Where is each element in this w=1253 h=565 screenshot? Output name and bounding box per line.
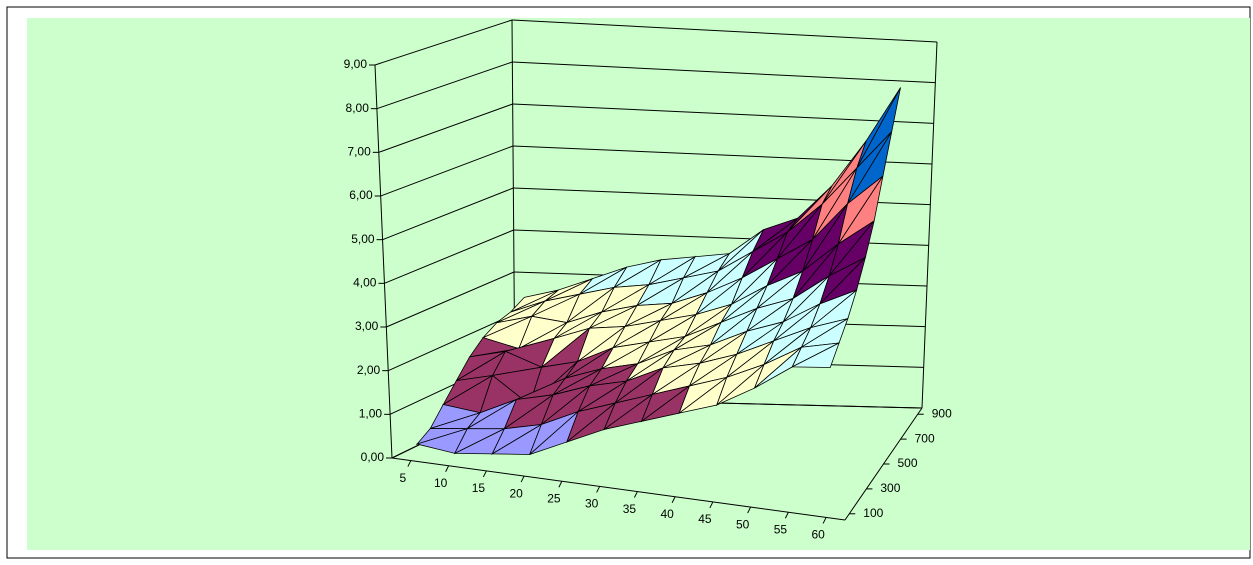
x-tick-label: 10 xyxy=(434,476,448,490)
z-tick-label: 9,00 xyxy=(344,57,368,71)
x-tick-label: 30 xyxy=(585,497,599,511)
tick-mark xyxy=(784,512,789,519)
grid-line xyxy=(374,19,513,66)
z-axis xyxy=(374,64,393,459)
x-tick-label: 35 xyxy=(623,502,637,516)
tick-mark xyxy=(558,481,563,488)
tick-mark xyxy=(520,475,525,483)
z-tick-label: 0,00 xyxy=(361,450,385,464)
grid-line xyxy=(376,61,513,110)
x-tick-label: 40 xyxy=(660,507,674,521)
depth-tick-label: 700 xyxy=(915,431,935,445)
depth-tick-label: 500 xyxy=(898,456,918,470)
tick-mark xyxy=(747,506,752,514)
z-tick-label: 8,00 xyxy=(346,101,370,115)
tick-mark xyxy=(709,501,714,509)
x-tick-label: 25 xyxy=(547,491,561,505)
tick-mark xyxy=(671,496,676,503)
grid-line xyxy=(382,187,514,241)
grid-line xyxy=(388,313,515,372)
tick-mark xyxy=(407,460,412,467)
depth-tick-label: 300 xyxy=(880,481,900,495)
surface-facet xyxy=(792,342,840,368)
x-tick-label: 5 xyxy=(400,471,407,485)
depth-tick-label: 100 xyxy=(863,506,883,520)
grid-line xyxy=(384,229,514,284)
z-tick-label: 5,00 xyxy=(351,232,375,246)
tick-mark xyxy=(633,491,638,498)
tick-mark xyxy=(445,465,450,472)
z-tick-label: 1,00 xyxy=(359,407,383,421)
grid-line xyxy=(511,19,938,43)
grid-line xyxy=(380,145,514,197)
tick-mark xyxy=(822,517,827,524)
x-tick-label: 15 xyxy=(472,481,486,495)
x-tick-label: 20 xyxy=(509,486,523,500)
z-tick-label: 7,00 xyxy=(347,145,371,159)
grid-line xyxy=(386,271,515,328)
z-tick-label: 4,00 xyxy=(353,276,377,290)
grid-line xyxy=(512,103,934,124)
x-axis xyxy=(391,457,846,521)
wall-edge xyxy=(921,41,938,409)
x-tick-label: 55 xyxy=(774,522,788,536)
tick-mark xyxy=(596,486,601,493)
z-tick-label: 3,00 xyxy=(355,319,379,333)
tick-mark xyxy=(482,470,487,478)
x-tick-label: 50 xyxy=(736,517,750,531)
grid-line xyxy=(512,61,936,84)
depth-tick-label: 900 xyxy=(932,406,952,420)
x-tick-label: 45 xyxy=(698,512,712,526)
z-tick-label: 2,00 xyxy=(357,363,381,377)
x-tick-label: 60 xyxy=(811,528,825,542)
z-tick-label: 6,00 xyxy=(349,188,373,202)
grid-line xyxy=(378,103,513,153)
